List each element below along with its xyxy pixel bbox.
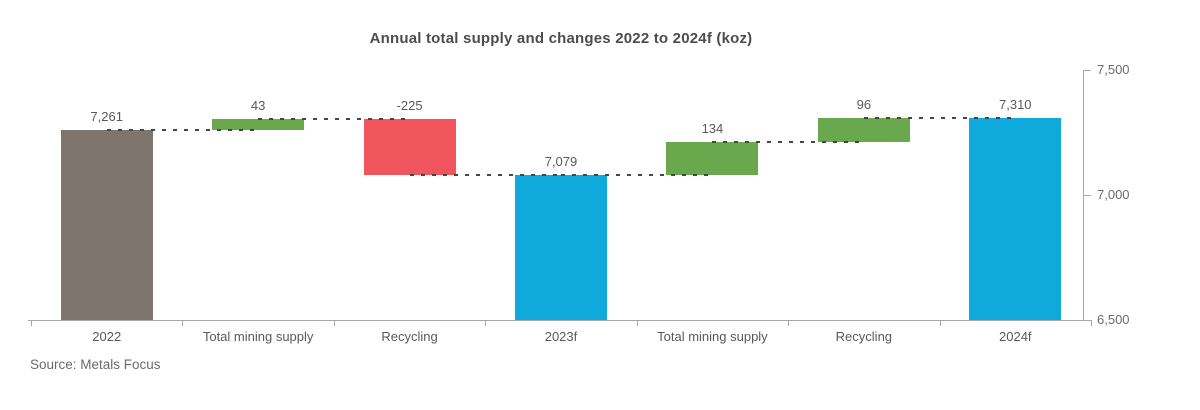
waterfall-connector xyxy=(561,174,713,177)
waterfall-connector xyxy=(863,116,1016,119)
x-axis-category-label: Total mining supply xyxy=(657,329,768,344)
x-axis-tick xyxy=(636,320,638,326)
y-axis-tick-label: 6,500 xyxy=(1097,312,1130,327)
bar-value-label: 96 xyxy=(856,96,872,112)
bar-value-label: 7,079 xyxy=(544,154,578,170)
x-axis-tick xyxy=(1091,320,1092,326)
bar-value-label: 43 xyxy=(250,98,266,113)
x-axis-line xyxy=(28,320,1092,321)
waterfall-connector xyxy=(258,118,410,120)
x-axis-category-label: 2024f xyxy=(999,329,1032,344)
y-axis-tick xyxy=(1083,320,1091,321)
bar-value-label: 7,261 xyxy=(90,108,123,124)
x-axis-tick xyxy=(182,320,184,326)
x-axis-tick xyxy=(788,320,790,326)
bar-total-mining-supply-1 xyxy=(212,119,305,130)
y-axis-tick xyxy=(1083,70,1091,71)
bar-2024f-6 xyxy=(969,117,1062,320)
bar-value-label: 134 xyxy=(701,120,724,136)
waterfall-connector xyxy=(106,128,259,131)
x-axis-tick xyxy=(31,320,32,326)
waterfall-connector xyxy=(712,140,864,143)
bar-2022-0 xyxy=(60,129,153,320)
chart-title: Annual total supply and changes 2022 to … xyxy=(369,30,753,47)
x-axis-tick xyxy=(939,320,941,326)
bar-total-mining-supply-4 xyxy=(666,141,759,176)
x-axis-tick xyxy=(333,320,335,326)
bar-recycling-2 xyxy=(363,119,456,176)
x-axis-tick xyxy=(485,320,487,326)
x-axis-category-label: Recycling xyxy=(381,329,438,344)
bar-2023f-3 xyxy=(515,175,607,320)
x-axis-category-label: Total mining supply xyxy=(202,329,314,344)
bar-value-label: -225 xyxy=(396,98,423,113)
bar-value-label: 7,310 xyxy=(999,96,1032,112)
waterfall-connector xyxy=(409,174,561,177)
x-axis-category-label: 2023f xyxy=(544,329,578,344)
x-axis-category-label: 2022 xyxy=(92,329,122,344)
x-axis-category-label: Recycling xyxy=(835,329,893,344)
y-axis-tick-label: 7,500 xyxy=(1097,62,1130,77)
y-axis-tick-label: 7,000 xyxy=(1097,187,1130,202)
bar-recycling-5 xyxy=(817,117,910,142)
source-note: Source: Metals Focus xyxy=(30,357,161,372)
y-axis-tick xyxy=(1083,195,1091,196)
